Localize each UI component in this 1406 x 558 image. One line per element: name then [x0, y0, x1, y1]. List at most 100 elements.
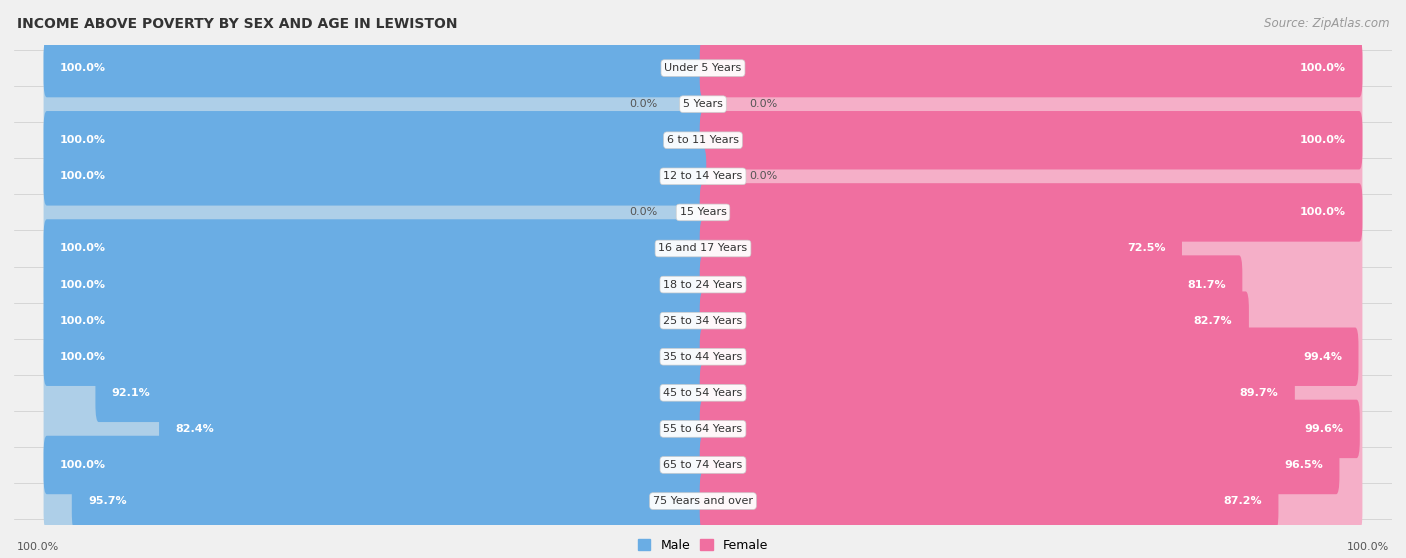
Text: 100.0%: 100.0%	[60, 135, 105, 145]
Text: 100.0%: 100.0%	[17, 542, 59, 552]
FancyBboxPatch shape	[700, 328, 1358, 386]
FancyBboxPatch shape	[44, 472, 706, 530]
FancyBboxPatch shape	[700, 39, 1362, 97]
Text: 100.0%: 100.0%	[60, 460, 105, 470]
FancyBboxPatch shape	[700, 436, 1362, 494]
Legend: Male, Female: Male, Female	[633, 533, 773, 557]
Text: 0.0%: 0.0%	[628, 208, 657, 218]
Text: 75 Years and over: 75 Years and over	[652, 496, 754, 506]
Text: INCOME ABOVE POVERTY BY SEX AND AGE IN LEWISTON: INCOME ABOVE POVERTY BY SEX AND AGE IN L…	[17, 17, 457, 31]
FancyBboxPatch shape	[44, 256, 706, 314]
FancyBboxPatch shape	[44, 436, 706, 494]
Text: 100.0%: 100.0%	[60, 352, 105, 362]
FancyBboxPatch shape	[700, 400, 1360, 458]
FancyBboxPatch shape	[700, 291, 1249, 350]
FancyBboxPatch shape	[46, 230, 1360, 267]
FancyBboxPatch shape	[700, 400, 1362, 458]
FancyBboxPatch shape	[44, 364, 706, 422]
FancyBboxPatch shape	[44, 147, 706, 205]
Text: 82.4%: 82.4%	[176, 424, 214, 434]
Text: 15 Years: 15 Years	[679, 208, 727, 218]
Text: 100.0%: 100.0%	[60, 243, 105, 253]
FancyBboxPatch shape	[44, 436, 706, 494]
Text: 16 and 17 Years: 16 and 17 Years	[658, 243, 748, 253]
FancyBboxPatch shape	[44, 291, 706, 350]
Text: 25 to 34 Years: 25 to 34 Years	[664, 316, 742, 326]
FancyBboxPatch shape	[44, 291, 706, 350]
FancyBboxPatch shape	[72, 472, 706, 530]
FancyBboxPatch shape	[44, 39, 706, 97]
FancyBboxPatch shape	[44, 328, 706, 386]
FancyBboxPatch shape	[700, 256, 1243, 314]
FancyBboxPatch shape	[700, 111, 1362, 170]
FancyBboxPatch shape	[159, 400, 706, 458]
Text: 99.6%: 99.6%	[1305, 424, 1343, 434]
Text: 45 to 54 Years: 45 to 54 Years	[664, 388, 742, 398]
FancyBboxPatch shape	[700, 111, 1362, 170]
Text: 18 to 24 Years: 18 to 24 Years	[664, 280, 742, 290]
FancyBboxPatch shape	[46, 447, 1360, 483]
Text: 12 to 14 Years: 12 to 14 Years	[664, 171, 742, 181]
FancyBboxPatch shape	[46, 339, 1360, 375]
FancyBboxPatch shape	[700, 219, 1362, 278]
FancyBboxPatch shape	[44, 111, 706, 170]
FancyBboxPatch shape	[700, 183, 1362, 242]
Text: 92.1%: 92.1%	[112, 388, 150, 398]
FancyBboxPatch shape	[700, 147, 1362, 205]
FancyBboxPatch shape	[46, 302, 1360, 339]
FancyBboxPatch shape	[46, 375, 1360, 411]
Text: 0.0%: 0.0%	[749, 171, 778, 181]
FancyBboxPatch shape	[44, 219, 706, 278]
Text: 5 Years: 5 Years	[683, 99, 723, 109]
FancyBboxPatch shape	[46, 122, 1360, 158]
Text: Source: ZipAtlas.com: Source: ZipAtlas.com	[1264, 17, 1389, 30]
FancyBboxPatch shape	[44, 39, 706, 97]
Text: 100.0%: 100.0%	[60, 280, 105, 290]
FancyBboxPatch shape	[46, 158, 1360, 194]
Text: 99.4%: 99.4%	[1303, 352, 1343, 362]
FancyBboxPatch shape	[700, 75, 1362, 133]
FancyBboxPatch shape	[46, 50, 1360, 86]
Text: 96.5%: 96.5%	[1284, 460, 1323, 470]
FancyBboxPatch shape	[700, 472, 1362, 530]
Text: 100.0%: 100.0%	[1347, 542, 1389, 552]
FancyBboxPatch shape	[44, 147, 706, 205]
FancyBboxPatch shape	[44, 183, 706, 242]
FancyBboxPatch shape	[700, 291, 1362, 350]
Text: Under 5 Years: Under 5 Years	[665, 63, 741, 73]
Text: 0.0%: 0.0%	[628, 99, 657, 109]
FancyBboxPatch shape	[44, 75, 706, 133]
Text: 89.7%: 89.7%	[1240, 388, 1278, 398]
Text: 87.2%: 87.2%	[1223, 496, 1263, 506]
Text: 55 to 64 Years: 55 to 64 Years	[664, 424, 742, 434]
FancyBboxPatch shape	[46, 194, 1360, 230]
FancyBboxPatch shape	[700, 219, 1182, 278]
FancyBboxPatch shape	[44, 219, 706, 278]
FancyBboxPatch shape	[44, 400, 706, 458]
FancyBboxPatch shape	[46, 411, 1360, 447]
FancyBboxPatch shape	[700, 436, 1340, 494]
Text: 95.7%: 95.7%	[89, 496, 127, 506]
Text: 6 to 11 Years: 6 to 11 Years	[666, 135, 740, 145]
Text: 100.0%: 100.0%	[60, 171, 105, 181]
FancyBboxPatch shape	[700, 183, 1362, 242]
FancyBboxPatch shape	[700, 328, 1362, 386]
FancyBboxPatch shape	[44, 328, 706, 386]
Text: 100.0%: 100.0%	[1301, 208, 1346, 218]
Text: 81.7%: 81.7%	[1187, 280, 1226, 290]
FancyBboxPatch shape	[700, 364, 1295, 422]
Text: 65 to 74 Years: 65 to 74 Years	[664, 460, 742, 470]
Text: 100.0%: 100.0%	[60, 316, 105, 326]
FancyBboxPatch shape	[96, 364, 706, 422]
FancyBboxPatch shape	[46, 86, 1360, 122]
FancyBboxPatch shape	[46, 483, 1360, 519]
Text: 72.5%: 72.5%	[1128, 243, 1166, 253]
FancyBboxPatch shape	[44, 111, 706, 170]
FancyBboxPatch shape	[46, 267, 1360, 302]
FancyBboxPatch shape	[700, 256, 1362, 314]
FancyBboxPatch shape	[700, 472, 1278, 530]
Text: 35 to 44 Years: 35 to 44 Years	[664, 352, 742, 362]
Text: 100.0%: 100.0%	[1301, 135, 1346, 145]
Text: 0.0%: 0.0%	[749, 99, 778, 109]
FancyBboxPatch shape	[44, 256, 706, 314]
